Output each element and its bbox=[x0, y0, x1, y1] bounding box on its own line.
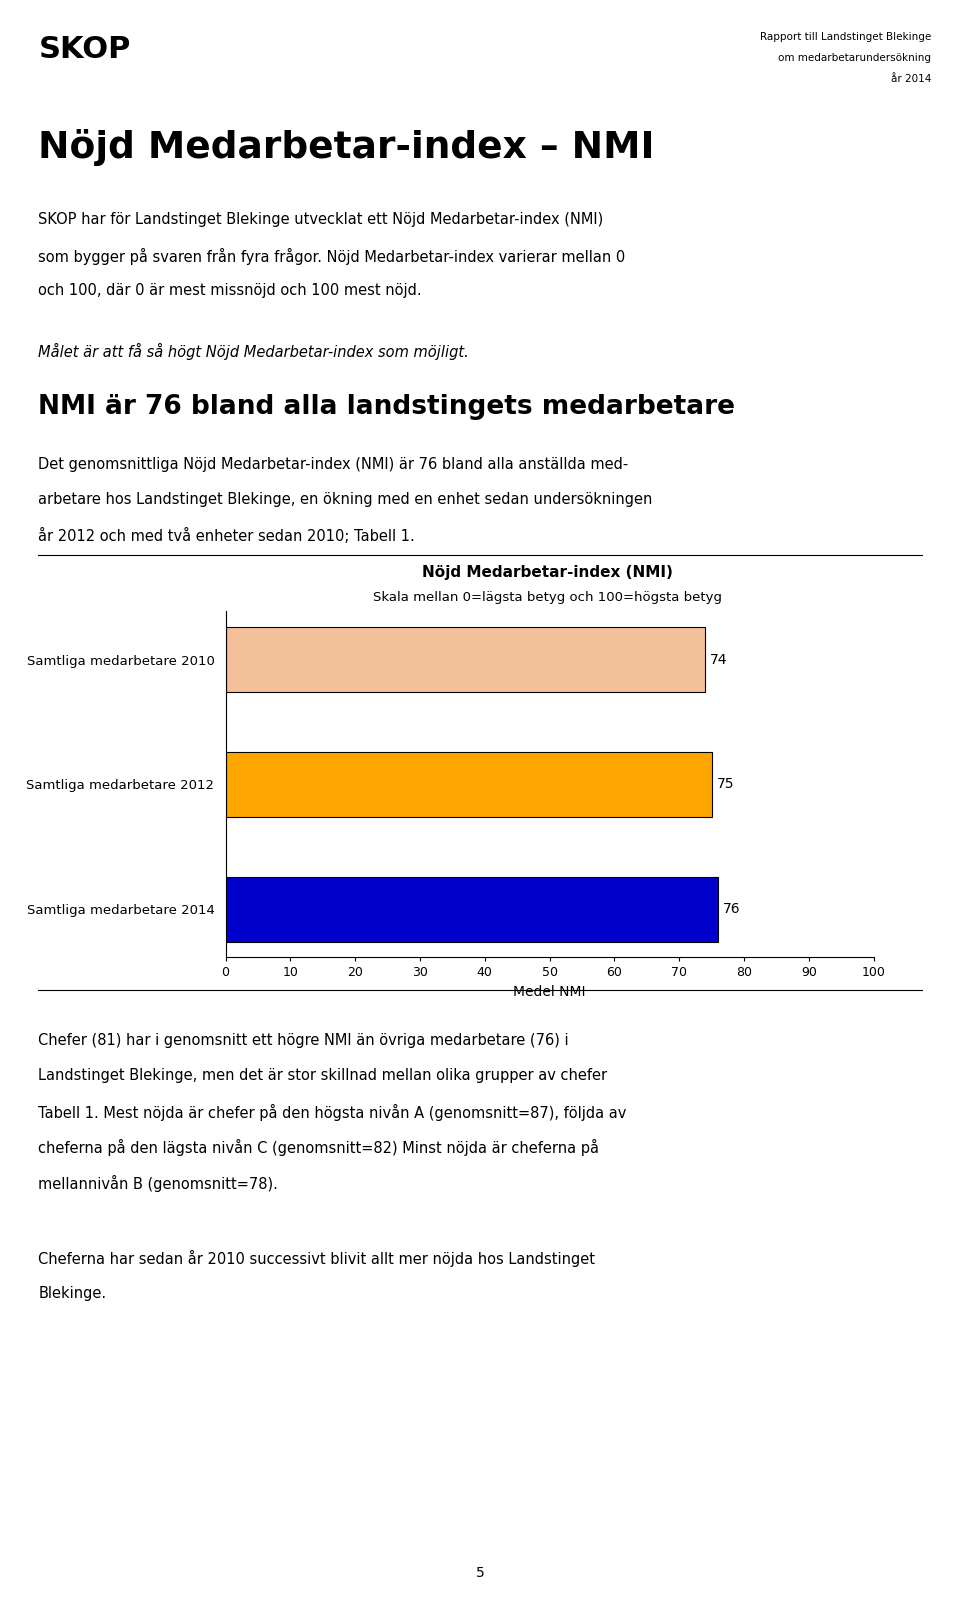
Text: NMI är 76 bland alla landstingets medarbetare: NMI är 76 bland alla landstingets medarb… bbox=[38, 394, 735, 420]
Text: Chefer (81) har i genomsnitt ett högre NMI än övriga medarbetare (76) i: Chefer (81) har i genomsnitt ett högre N… bbox=[38, 1033, 569, 1047]
Text: Det genomsnittliga Nöjd Medarbetar-index (NMI) är 76 bland alla anställda med-: Det genomsnittliga Nöjd Medarbetar-index… bbox=[38, 457, 629, 471]
Text: Cheferna har sedan år 2010 successivt blivit allt mer nöjda hos Landstinget: Cheferna har sedan år 2010 successivt bl… bbox=[38, 1250, 595, 1268]
Text: Tabell 1. Mest nöjda är chefer på den högsta nivån A (genomsnitt=87), följda av: Tabell 1. Mest nöjda är chefer på den hö… bbox=[38, 1104, 627, 1121]
Text: 76: 76 bbox=[723, 903, 741, 916]
Text: mellannivån B (genomsnitt=78).: mellannivån B (genomsnitt=78). bbox=[38, 1175, 278, 1192]
Text: som bygger på svaren från fyra frågor. Nöjd Medarbetar-index varierar mellan 0: som bygger på svaren från fyra frågor. N… bbox=[38, 248, 626, 265]
Text: 5: 5 bbox=[475, 1566, 485, 1580]
Text: år 2014: år 2014 bbox=[891, 74, 931, 84]
Text: Blekinge.: Blekinge. bbox=[38, 1286, 107, 1300]
Text: arbetare hos Landstinget Blekinge, en ökning med en enhet sedan undersökningen: arbetare hos Landstinget Blekinge, en ök… bbox=[38, 492, 653, 507]
Text: Nöjd Medarbetar-index (NMI): Nöjd Medarbetar-index (NMI) bbox=[421, 565, 673, 579]
X-axis label: Medel NMI: Medel NMI bbox=[514, 985, 586, 999]
Text: SKOP har för Landstinget Blekinge utvecklat ett Nöjd Medarbetar-index (NMI): SKOP har för Landstinget Blekinge utveck… bbox=[38, 212, 604, 227]
Text: Landstinget Blekinge, men det är stor skillnad mellan olika grupper av chefer: Landstinget Blekinge, men det är stor sk… bbox=[38, 1068, 608, 1083]
Text: Nöjd Medarbetar-index – NMI: Nöjd Medarbetar-index – NMI bbox=[38, 129, 655, 166]
Text: 75: 75 bbox=[717, 777, 734, 792]
Text: cheferna på den lägsta nivån C (genomsnitt=82) Minst nöjda är cheferna på: cheferna på den lägsta nivån C (genomsni… bbox=[38, 1139, 599, 1157]
Text: SKOP: SKOP bbox=[38, 35, 131, 64]
Text: Målet är att få så högt Nöjd Medarbetar-index som möjligt.: Målet är att få så högt Nöjd Medarbetar-… bbox=[38, 343, 469, 360]
Bar bbox=[226, 628, 705, 692]
Text: och 100, där 0 är mest missnöjd och 100 mest nöjd.: och 100, där 0 är mest missnöjd och 100 … bbox=[38, 283, 422, 298]
Bar bbox=[226, 751, 711, 817]
Text: 74: 74 bbox=[710, 653, 728, 666]
Text: år 2012 och med två enheter sedan 2010; Tabell 1.: år 2012 och med två enheter sedan 2010; … bbox=[38, 528, 415, 544]
Text: Rapport till Landstinget Blekinge: Rapport till Landstinget Blekinge bbox=[760, 32, 931, 42]
Text: om medarbetarundersökning: om medarbetarundersökning bbox=[779, 53, 931, 63]
Bar bbox=[226, 877, 718, 941]
Text: Skala mellan 0=lägsta betyg och 100=högsta betyg: Skala mellan 0=lägsta betyg och 100=högs… bbox=[372, 591, 722, 603]
